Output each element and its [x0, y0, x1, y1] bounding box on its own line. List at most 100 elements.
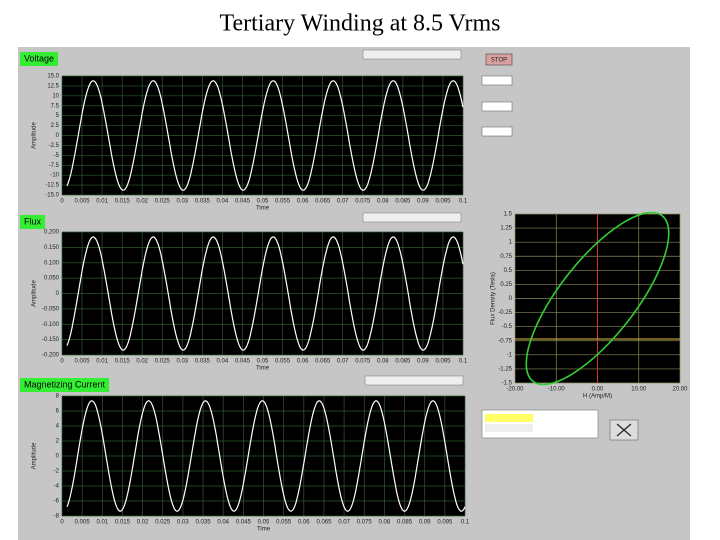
- y-tick-label: 12.5: [47, 83, 59, 89]
- x-tick-label: 0.025: [155, 359, 171, 365]
- y-axis-title: Amplitude: [32, 442, 38, 469]
- x-tick-label: 0: [60, 520, 64, 526]
- graph-legend: [362, 212, 462, 223]
- numeric-control[interactable]: [481, 75, 513, 86]
- slide-title: Tertiary Winding at 8.5 Vrms: [220, 11, 501, 37]
- x-tick-label: 0.065: [315, 359, 331, 365]
- waveform: [66, 80, 464, 191]
- x-tick-label: 0.075: [355, 199, 371, 205]
- numeric-control[interactable]: [481, 126, 513, 137]
- x-tick-label: 0.08: [379, 520, 391, 526]
- x-tick-label: 0.045: [236, 520, 252, 526]
- x-tick-label: 0.01: [96, 520, 108, 526]
- y-tick-label: -6: [54, 499, 60, 505]
- x-tick-label: 0.05: [257, 199, 269, 205]
- x-tick-label: 0: [60, 359, 64, 365]
- x-tick-label: 0.02: [136, 359, 148, 365]
- y-tick-label: -10: [50, 173, 59, 179]
- y-tick-label: 0.200: [44, 230, 60, 236]
- legend-swatch: [485, 424, 533, 432]
- stop-label: STOP: [491, 58, 507, 64]
- x-tick-label: 0.065: [315, 199, 331, 205]
- legend-swatch: [485, 414, 533, 422]
- x-tick-label: 0.025: [155, 199, 171, 205]
- x-tick-label: 0.04: [217, 199, 229, 205]
- x-tick-label: 0.085: [395, 359, 411, 365]
- y-tick-label: 0.25: [500, 282, 512, 288]
- y-tick-label: 0.050: [44, 276, 60, 282]
- graph-label-bg: [20, 215, 46, 229]
- x-tick-label: 0.045: [235, 199, 251, 205]
- y-tick-label: -4: [54, 484, 60, 490]
- x-tick-label: 0.07: [338, 520, 350, 526]
- graph-legend: [364, 375, 464, 386]
- y-tick-label: 0: [56, 291, 60, 297]
- x-tick-label: 0.015: [115, 359, 131, 365]
- x-tick-label: 0.07: [337, 359, 349, 365]
- y-tick-label: 5: [56, 113, 60, 119]
- x-tick-label: 0.015: [115, 199, 131, 205]
- x-tick-label: 0.055: [276, 520, 292, 526]
- stop-button[interactable]: [485, 53, 513, 66]
- numeric-control[interactable]: [481, 101, 513, 112]
- tool-icon: [616, 423, 632, 437]
- x-tick-label: 0.09: [419, 520, 431, 526]
- waveform: [66, 400, 466, 512]
- y-tick-label: -1: [507, 352, 513, 358]
- y-tick-label: -0.5: [502, 324, 513, 330]
- x-tick-label: 0.07: [337, 199, 349, 205]
- y-tick-label: -2.5: [49, 143, 60, 149]
- y-tick-label: -8: [54, 514, 60, 520]
- x-tick-label: 0.075: [355, 359, 371, 365]
- x-tick-label: 0.02: [137, 520, 149, 526]
- x-tick-label: 0.035: [196, 520, 212, 526]
- x-tick-label: 0.045: [235, 359, 251, 365]
- x-tick-label: 0.055: [275, 359, 291, 365]
- y-tick-label: -0.200: [42, 353, 60, 359]
- x-tick-label: 0.05: [257, 359, 269, 365]
- y-tick-label: 0: [509, 296, 513, 302]
- x-tick-label: 0.06: [298, 520, 310, 526]
- x-tick-label: 0.1: [459, 199, 468, 205]
- x-tick-label: 0.08: [377, 199, 389, 205]
- x-axis-title: H (Amp/M): [583, 394, 612, 400]
- x-tick-label: 0.04: [217, 520, 229, 526]
- x-tick-label: 0.095: [437, 520, 453, 526]
- y-tick-label: 7.5: [51, 103, 60, 109]
- x-tick-label: 0.085: [395, 199, 411, 205]
- x-tick-label: 0.035: [195, 359, 211, 365]
- x-tick-label: 0.025: [155, 520, 171, 526]
- x-tick-label: 0.03: [176, 359, 188, 365]
- x-tick-label: 0.00: [592, 387, 604, 393]
- x-tick-label: 0.055: [275, 199, 291, 205]
- x-tick-label: 0.05: [258, 520, 270, 526]
- y-tick-label: 0.75: [500, 254, 512, 260]
- x-tick-label: 0.005: [75, 520, 91, 526]
- graph-label: Magnetizing Current: [24, 379, 106, 389]
- y-tick-label: -1.25: [498, 366, 512, 372]
- x-tick-label: 10.00: [631, 387, 647, 393]
- x-tick-label: 0.1: [459, 359, 468, 365]
- x-tick-label: 0.005: [75, 199, 91, 205]
- y-tick-label: -2: [54, 469, 60, 475]
- y-tick-label: -0.100: [42, 322, 60, 328]
- y-axis-title: Amplitude: [32, 122, 38, 149]
- y-tick-label: 0.5: [504, 268, 513, 274]
- waveform: [66, 236, 464, 351]
- x-tick-label: 0.065: [316, 520, 332, 526]
- x-tick-label: -20.00: [506, 387, 524, 393]
- y-tick-label: -1.5: [502, 381, 513, 387]
- x-tick-label: 20.00: [672, 387, 688, 393]
- x-tick-label: 0.03: [177, 520, 189, 526]
- graph-label-bg: [20, 52, 59, 66]
- x-tick-label: 0.095: [435, 199, 451, 205]
- x-tick-label: 0.095: [435, 359, 451, 365]
- y-tick-label: -5: [54, 153, 60, 159]
- y-tick-label: 10: [52, 93, 59, 99]
- y-tick-label: -0.150: [42, 337, 60, 343]
- y-tick-label: 0.100: [44, 260, 60, 266]
- x-tick-label: -10.00: [548, 387, 566, 393]
- y-tick-label: 2: [56, 439, 60, 445]
- x-tick-label: 0.09: [417, 359, 429, 365]
